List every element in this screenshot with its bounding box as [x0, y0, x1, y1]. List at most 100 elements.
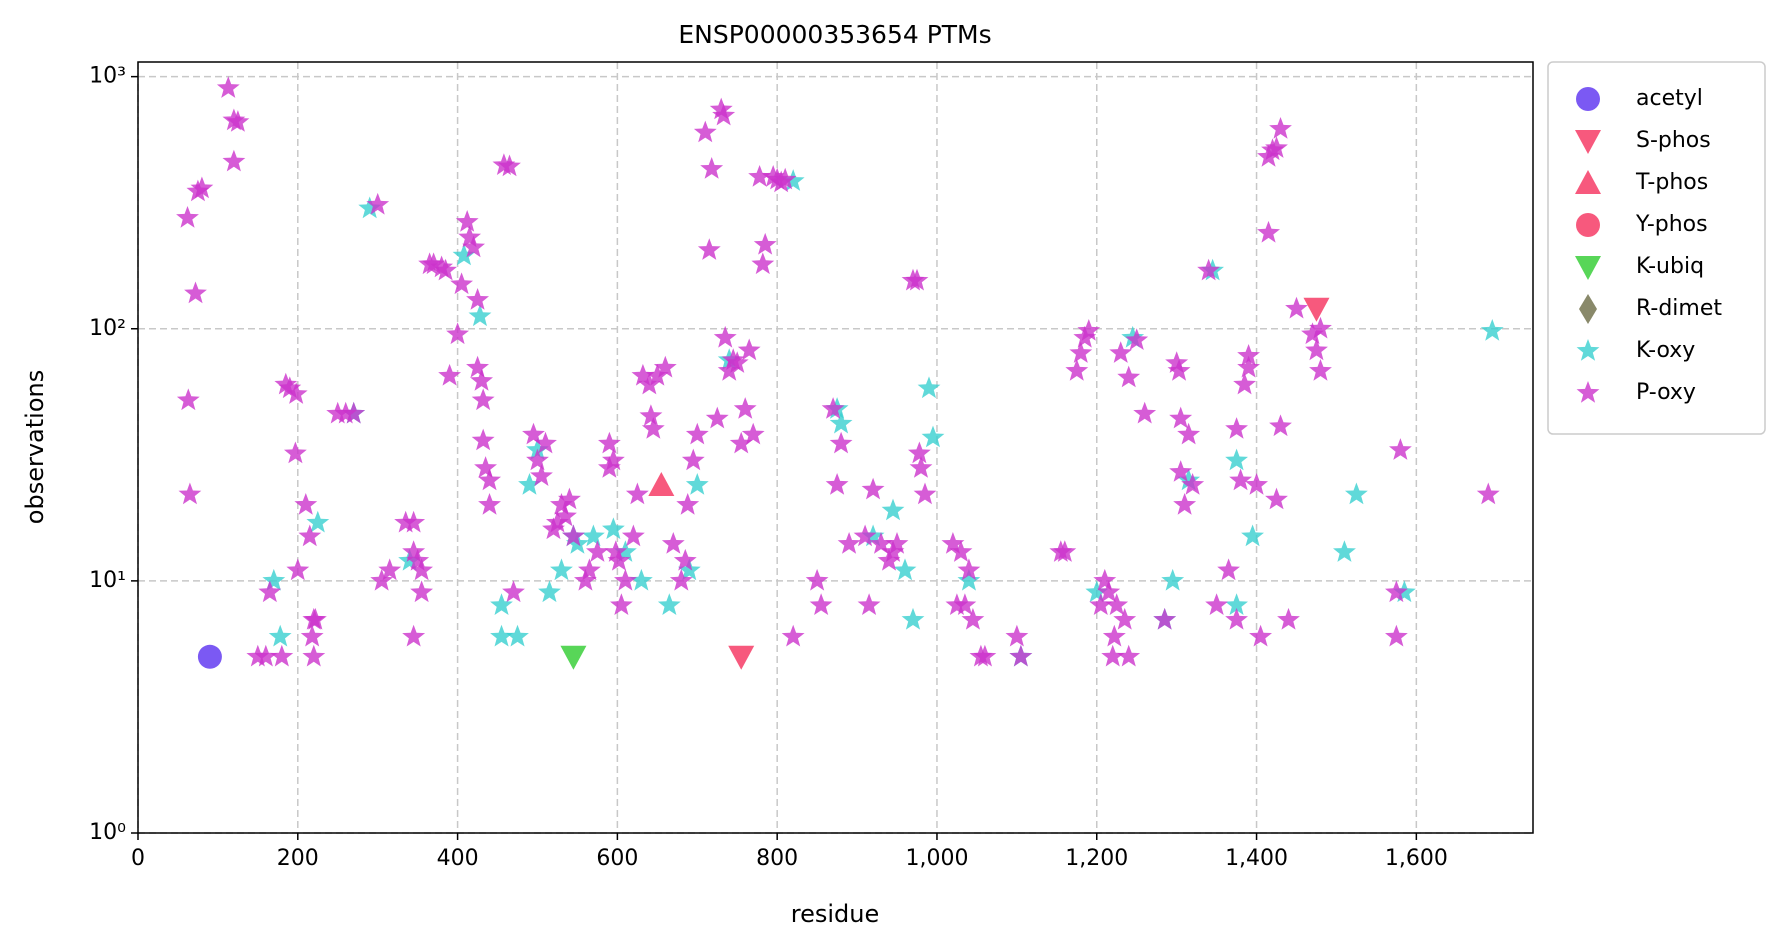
- point: [455, 210, 479, 232]
- point: [1153, 607, 1177, 630]
- point: [450, 272, 473, 295]
- point: [657, 593, 681, 615]
- point: [957, 568, 981, 591]
- point: [518, 473, 541, 495]
- point: [410, 580, 433, 603]
- point: [957, 558, 981, 581]
- point: [697, 238, 721, 260]
- x-axis-label: residue: [791, 900, 880, 928]
- point: [1101, 644, 1125, 667]
- point: [490, 624, 513, 647]
- point: [471, 428, 495, 451]
- point: [1161, 568, 1185, 591]
- point: [574, 568, 597, 591]
- point: [881, 498, 905, 521]
- point: [748, 165, 771, 187]
- legend-marker: [1575, 256, 1601, 280]
- point: [558, 487, 581, 510]
- point: [653, 355, 677, 378]
- point: [402, 540, 426, 562]
- point: [402, 624, 426, 647]
- point: [781, 624, 805, 647]
- point: [366, 192, 390, 215]
- point: [1385, 580, 1408, 603]
- point: [538, 580, 561, 603]
- point: [751, 252, 775, 275]
- point: [284, 382, 308, 404]
- point: [306, 510, 330, 533]
- point: [1009, 644, 1033, 667]
- point: [709, 97, 733, 120]
- point: [370, 568, 394, 591]
- point: [1305, 338, 1328, 361]
- x-tick-label: 1,200: [1065, 846, 1128, 871]
- point: [1241, 524, 1264, 547]
- x-tick-label: 800: [756, 846, 798, 871]
- point: [1225, 448, 1248, 471]
- point: [1105, 593, 1129, 615]
- x-tick-label: 1,600: [1385, 846, 1448, 871]
- point: [625, 482, 649, 505]
- point: [829, 431, 853, 454]
- point: [685, 473, 709, 495]
- point: [602, 517, 625, 540]
- point: [300, 624, 324, 647]
- chart-title: ENSP00000353654 PTMs: [678, 20, 991, 49]
- point: [1053, 540, 1077, 562]
- legend-marker: [1576, 213, 1600, 237]
- x-tick-label: 0: [131, 846, 145, 871]
- point: [478, 493, 501, 515]
- point: [685, 422, 709, 445]
- point: [973, 644, 997, 667]
- point: [452, 243, 476, 266]
- point: [1245, 473, 1268, 495]
- point: [741, 422, 765, 445]
- point: [1177, 422, 1201, 445]
- point: [1345, 482, 1368, 505]
- point: [673, 548, 697, 571]
- point: [893, 558, 917, 581]
- y-tick-label: 10¹: [89, 568, 126, 593]
- point: [422, 252, 445, 275]
- point: [728, 645, 755, 670]
- point: [498, 154, 521, 177]
- point: [470, 369, 493, 391]
- point: [1181, 473, 1205, 495]
- point: [258, 580, 282, 603]
- point: [1237, 344, 1260, 366]
- point: [430, 255, 453, 278]
- point: [1476, 482, 1500, 505]
- point: [1117, 365, 1141, 388]
- x-tick-label: 1,400: [1225, 846, 1288, 871]
- point: [578, 558, 601, 581]
- legend-label: K-oxy: [1636, 338, 1695, 363]
- point: [216, 76, 240, 98]
- point: [913, 482, 937, 505]
- point: [1069, 341, 1093, 363]
- point: [1065, 359, 1089, 381]
- point: [466, 288, 489, 310]
- point: [637, 372, 661, 395]
- point: [733, 397, 757, 419]
- x-tick-label: 400: [437, 846, 479, 871]
- point: [909, 456, 933, 478]
- point: [284, 441, 307, 464]
- point: [753, 232, 777, 255]
- point: [1225, 417, 1248, 439]
- point: [530, 464, 553, 486]
- point: [729, 431, 753, 454]
- point: [598, 431, 621, 454]
- point: [1269, 414, 1292, 437]
- legend-marker: [1576, 381, 1600, 403]
- point: [953, 593, 977, 615]
- point: [677, 558, 701, 581]
- point: [949, 540, 973, 562]
- point: [526, 448, 549, 471]
- point: [1093, 568, 1117, 591]
- point: [226, 110, 250, 132]
- point: [737, 338, 761, 361]
- point: [809, 593, 833, 615]
- point: [294, 493, 318, 515]
- point: [506, 624, 529, 647]
